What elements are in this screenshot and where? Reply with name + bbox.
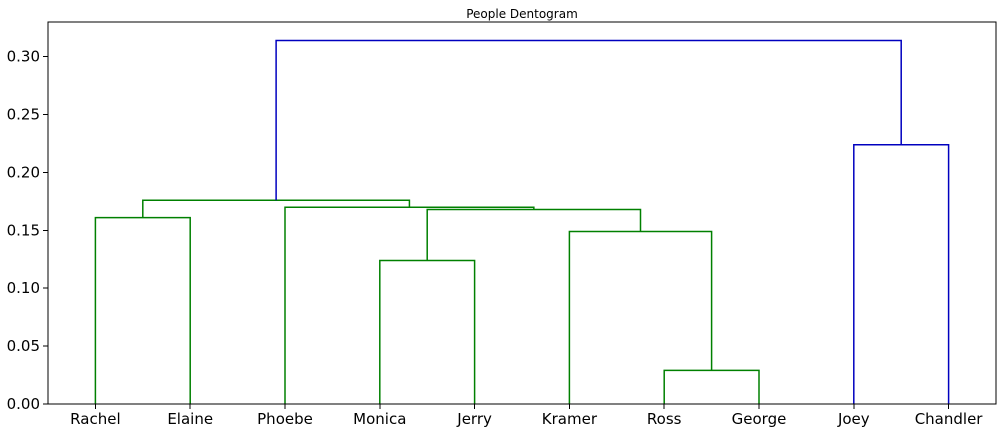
y-tick-label: 0.25 <box>7 106 40 124</box>
link-rachel_elaine <box>94 216 191 404</box>
leaf-label-elaine: Elaine <box>167 410 213 428</box>
y-tick-label: 0.10 <box>7 279 40 297</box>
leaf-label-rachel: Rachel <box>70 410 120 428</box>
link-joey_chandler <box>853 143 950 404</box>
link-ross_george <box>663 369 760 404</box>
link-phoebe_rest <box>284 206 535 404</box>
leaf-label-jerry: Jerry <box>456 410 492 428</box>
x-axis: Rachel Elaine Phoebe Monica Jerry Kramer Ross G… <box>70 404 983 428</box>
link-kramer_rg <box>568 230 713 404</box>
link-re_rest <box>142 199 411 218</box>
y-tick-label: 0.30 <box>7 48 40 66</box>
y-axis: 0.00 0.05 0.10 0.15 0.20 0.25 0.30 <box>7 48 48 413</box>
y-tick-label: 0.20 <box>7 163 40 181</box>
leaf-label-chandler: Chandler <box>915 410 984 428</box>
leaf-label-monica: Monica <box>353 410 406 428</box>
leaf-label-joey: Joey <box>837 410 870 428</box>
dendrogram-links <box>94 39 950 404</box>
y-tick-label: 0.15 <box>7 221 40 239</box>
leaf-label-kramer: Kramer <box>542 410 598 428</box>
leaf-label-phoebe: Phoebe <box>257 410 313 428</box>
link-root <box>275 39 902 201</box>
chart-title: People Dentogram <box>466 7 578 21</box>
leaf-label-george: George <box>732 410 787 428</box>
y-tick-label: 0.00 <box>7 395 40 413</box>
plot-frame <box>47 21 997 405</box>
y-tick-label: 0.05 <box>7 337 40 355</box>
link-mj_krg <box>426 208 642 261</box>
link-monica_jerry <box>379 259 476 404</box>
leaf-label-ross: Ross <box>647 410 682 428</box>
